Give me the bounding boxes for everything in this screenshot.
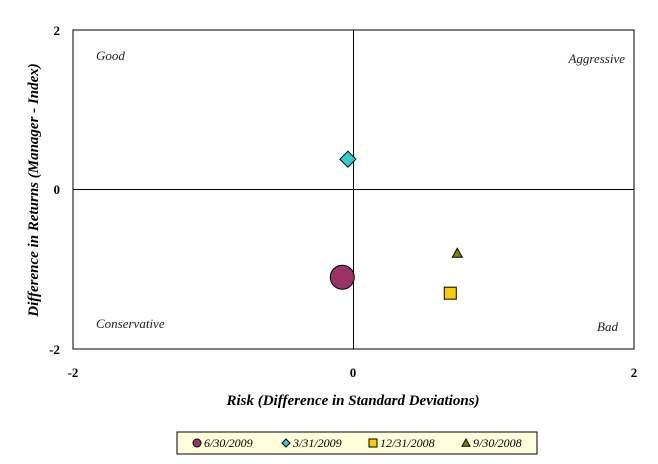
- legend-label: 3/31/2009: [292, 436, 342, 450]
- quadrant-label-conservative: Conservative: [96, 316, 165, 331]
- y-tick-label: 2: [54, 23, 61, 38]
- legend-label: 9/30/2008: [473, 436, 522, 450]
- x-tick-label: -2: [68, 365, 79, 380]
- data-point-diamond: [339, 150, 357, 168]
- y-tick-label: 0: [54, 182, 61, 197]
- legend: 6/30/2009 3/31/2009 12/31/2008 9/30/2008: [176, 431, 538, 455]
- data-points: [329, 150, 464, 300]
- x-axis-title: Risk (Difference in Standard Deviations): [225, 393, 479, 409]
- quadrant-label-bad: Bad: [597, 319, 618, 334]
- legend-label: 6/30/2009: [204, 436, 253, 450]
- legend-label: 12/31/2008: [380, 436, 435, 450]
- data-point-circle: [329, 264, 355, 290]
- legend-marker-triangle: [461, 437, 471, 447]
- legend-marker-circle: [192, 438, 202, 448]
- legend-box: [176, 431, 538, 455]
- x-tick-label: 2: [631, 365, 638, 380]
- x-tick-label: 0: [350, 365, 357, 380]
- data-point-triangle: [451, 247, 464, 258]
- legend-marker-square: [368, 438, 378, 448]
- legend-marker-diamond: [281, 438, 291, 448]
- quadrant-label-aggressive: Aggressive: [567, 51, 625, 66]
- quadrant-label-good: Good: [96, 48, 125, 63]
- data-point-square: [443, 286, 457, 300]
- y-tick-label: -2: [49, 342, 60, 357]
- y-axis-title: Difference in Returns (Manager - Index): [26, 63, 42, 317]
